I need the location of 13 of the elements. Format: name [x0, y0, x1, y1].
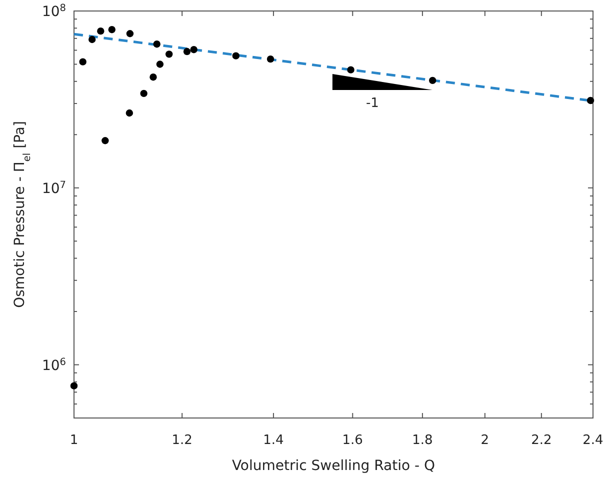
y-tick-label: 10$^{6}$ [42, 356, 66, 374]
x-tick-label: 1.8 [412, 433, 433, 448]
x-axis-title: Volumetric Swelling Ratio - Q [232, 458, 436, 474]
x-tick-label: 2 [480, 433, 490, 448]
x-tick-label: 1 [70, 433, 78, 448]
y-tick-label: 10$^{8}$ [42, 2, 66, 20]
x-tick-label: 2.4 [582, 433, 604, 448]
y-tick-label: 10$^{7}$ [42, 179, 66, 197]
x-tick-label: 2.2 [531, 433, 552, 448]
x-tick-label: 1.2 [172, 433, 192, 448]
x-tick-label: 1.6 [342, 433, 363, 448]
annotation: -1 [366, 96, 379, 111]
x-tick-label: 1.4 [263, 433, 284, 448]
